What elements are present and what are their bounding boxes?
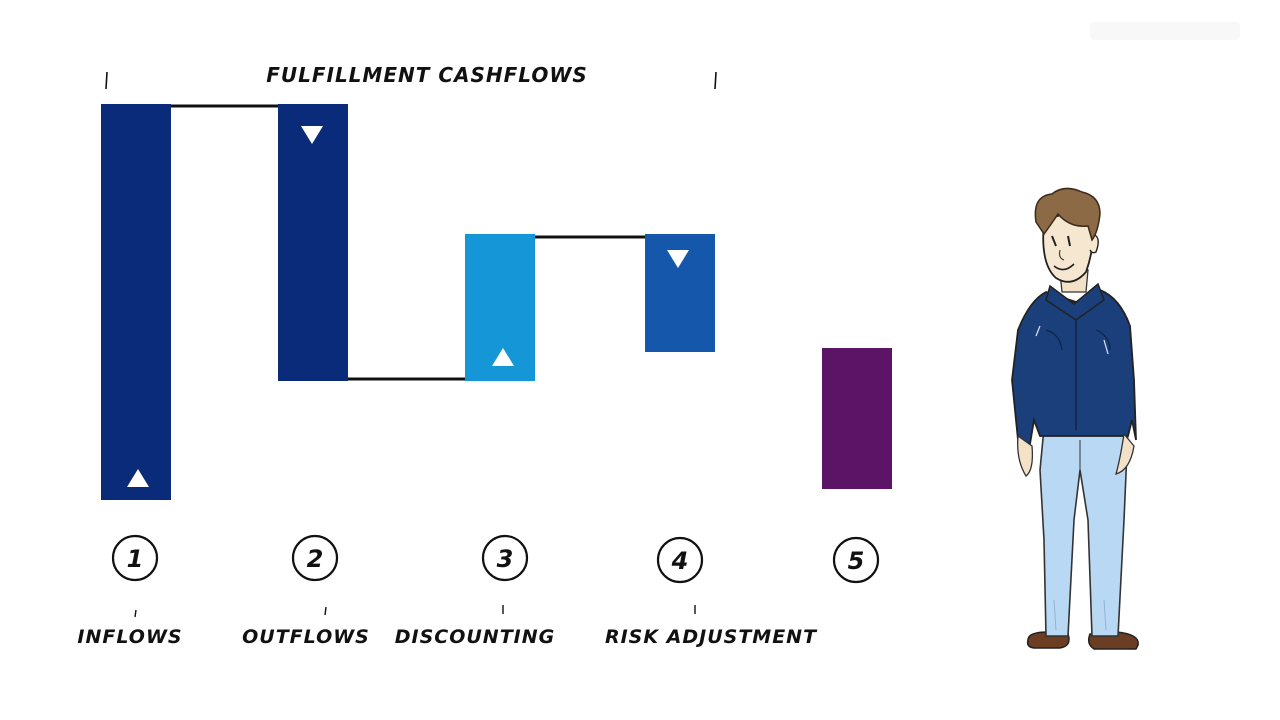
presenter-man-illustration — [1011, 187, 1139, 650]
step-number-text: 5 — [848, 547, 865, 575]
bar-result — [822, 348, 892, 489]
step-number-4: 4 — [656, 536, 704, 584]
step-number-text: 3 — [497, 545, 514, 573]
title-bracket — [105, 71, 717, 90]
step-label-inflows: INFLOWS — [77, 626, 182, 648]
step-number-5: 5 — [832, 536, 880, 584]
down-arrow-icon — [301, 126, 323, 144]
chart-title: FULFILLMENT CASHFLOWS — [266, 63, 588, 87]
step-label-risk-adjustment: RISK ADJUSTMENT — [605, 626, 818, 648]
step-label-discounting: DISCOUNTING — [395, 626, 555, 648]
down-arrow-icon — [667, 250, 689, 268]
up-arrow-icon — [127, 469, 149, 487]
up-arrow-icon — [492, 348, 514, 366]
collar — [1045, 282, 1105, 321]
hair — [1034, 187, 1101, 242]
step-label-outflows: OUTFLOWS — [242, 626, 370, 648]
waterfall-connectors — [170, 104, 645, 381]
step-number-2: 2 — [291, 534, 339, 582]
bar-inflows — [101, 104, 171, 500]
right-hand-icon — [1115, 432, 1135, 475]
jeans — [1039, 427, 1129, 637]
step-number-text: 1 — [127, 545, 144, 573]
watermark-logo — [1090, 22, 1240, 40]
step-number-text: 4 — [671, 547, 689, 575]
step-number-3: 3 — [481, 534, 529, 582]
bar-outflows — [278, 104, 348, 381]
jacket — [1011, 289, 1137, 446]
step-number-text: 2 — [307, 545, 324, 573]
step-number-1: 1 — [111, 534, 159, 582]
label-ticks — [134, 605, 696, 618]
left-hand-icon — [1017, 434, 1034, 477]
